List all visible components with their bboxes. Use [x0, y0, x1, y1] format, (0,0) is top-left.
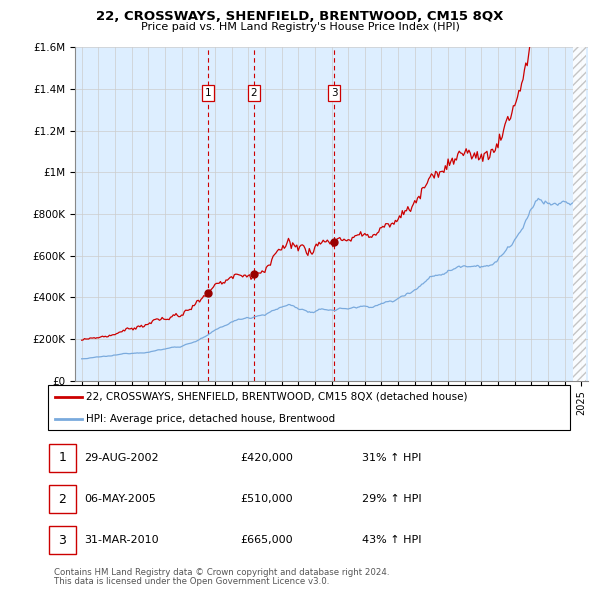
FancyBboxPatch shape [49, 485, 76, 513]
Text: 3: 3 [331, 88, 338, 98]
Text: 43% ↑ HPI: 43% ↑ HPI [362, 535, 421, 545]
Text: 29% ↑ HPI: 29% ↑ HPI [362, 494, 421, 504]
Text: 31% ↑ HPI: 31% ↑ HPI [362, 453, 421, 463]
Text: 22, CROSSWAYS, SHENFIELD, BRENTWOOD, CM15 8QX: 22, CROSSWAYS, SHENFIELD, BRENTWOOD, CM1… [97, 10, 503, 23]
FancyBboxPatch shape [47, 385, 571, 430]
Text: £665,000: £665,000 [241, 535, 293, 545]
Text: 3: 3 [58, 534, 67, 547]
Text: Price paid vs. HM Land Registry's House Price Index (HPI): Price paid vs. HM Land Registry's House … [140, 22, 460, 32]
FancyBboxPatch shape [49, 444, 76, 472]
Text: 31-MAR-2010: 31-MAR-2010 [85, 535, 159, 545]
Text: This data is licensed under the Open Government Licence v3.0.: This data is licensed under the Open Gov… [54, 577, 329, 586]
Text: £420,000: £420,000 [241, 453, 293, 463]
Text: 1: 1 [205, 88, 211, 98]
Text: £510,000: £510,000 [241, 494, 293, 504]
Text: 2: 2 [250, 88, 257, 98]
Text: 22, CROSSWAYS, SHENFIELD, BRENTWOOD, CM15 8QX (detached house): 22, CROSSWAYS, SHENFIELD, BRENTWOOD, CM1… [86, 392, 467, 402]
FancyBboxPatch shape [49, 526, 76, 555]
Text: Contains HM Land Registry data © Crown copyright and database right 2024.: Contains HM Land Registry data © Crown c… [54, 568, 389, 576]
Text: 1: 1 [58, 451, 67, 464]
Text: 2: 2 [58, 493, 67, 506]
Text: 06-MAY-2005: 06-MAY-2005 [85, 494, 157, 504]
Text: HPI: Average price, detached house, Brentwood: HPI: Average price, detached house, Bren… [86, 414, 335, 424]
Text: 29-AUG-2002: 29-AUG-2002 [85, 453, 159, 463]
